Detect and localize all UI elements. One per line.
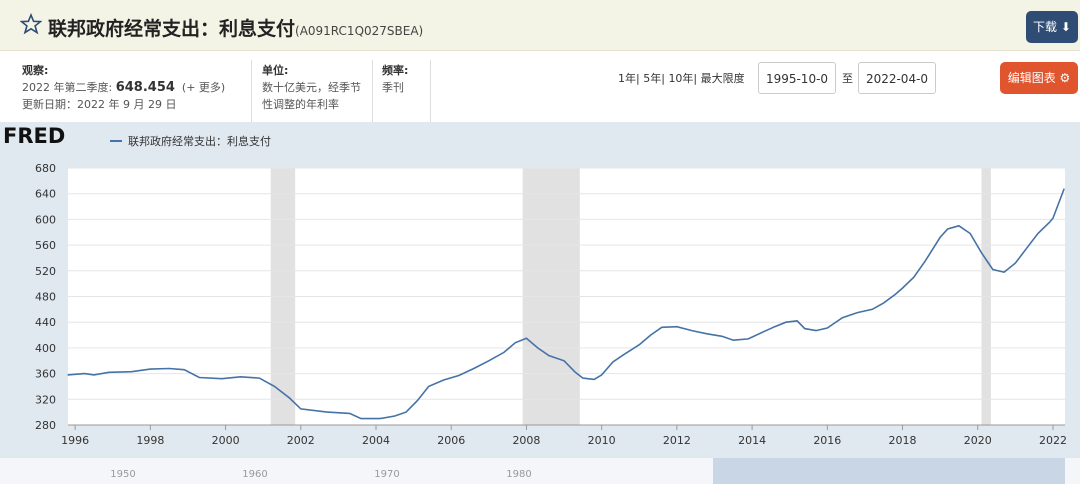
y-tick-label: 360	[35, 368, 56, 381]
y-tick-label: 400	[35, 342, 56, 355]
obs-line: 2022 年第二季度: 648.454 (+ 更多)	[22, 79, 247, 96]
x-tick-label: 2014	[738, 434, 766, 447]
label: 频率:	[382, 64, 409, 77]
series-id: (A091RC1Q027SBEA)	[295, 24, 424, 38]
title-text: 联邦政府经常支出：利息支付	[48, 18, 296, 40]
x-tick-label: 2016	[813, 434, 841, 447]
value: 648.454	[115, 80, 175, 95]
fred-logo: FRED	[3, 124, 65, 148]
download-label: 下载	[1033, 20, 1058, 34]
x-tick-label: 2002	[287, 434, 315, 447]
frequency: 频率: 季刊	[382, 62, 408, 96]
range-button[interactable]: 5年|	[643, 72, 665, 85]
separator	[372, 60, 373, 122]
y-tick-label: 680	[35, 162, 56, 175]
y-tick-label: 640	[35, 188, 56, 201]
observation: 观察: 2022 年第二季度: 648.454 (+ 更多) 更新日期：2022…	[22, 62, 247, 113]
range-button[interactable]: 最大限度	[700, 72, 745, 85]
y-tick-label: 320	[35, 393, 56, 406]
x-tick-label: 1996	[61, 434, 89, 447]
navigator-label: 1970	[374, 469, 399, 480]
range-button[interactable]: 1年|	[618, 72, 640, 85]
navigator-label: 1980	[506, 469, 531, 480]
series-line	[67, 188, 1065, 420]
frequency-text: 季刊	[382, 81, 404, 94]
x-tick-label: 2010	[588, 434, 616, 447]
range-button[interactable]: 10年|	[668, 72, 698, 85]
units: 单位: 数十亿美元，经季节性调整的年利率	[262, 62, 367, 113]
download-button[interactable]: 下载 ⬇	[1026, 11, 1078, 43]
x-tick-label: 2008	[512, 434, 540, 447]
navigator-label: 1960	[242, 469, 267, 480]
y-tick-label: 280	[35, 419, 56, 432]
chart: FRED 280 320 360 400 440 480 520 560 600 640 680 19…	[0, 122, 1080, 484]
separator	[251, 60, 252, 122]
updated: 更新日期：2022 年 9 月 29 日	[22, 98, 177, 111]
label: 观察:	[22, 64, 49, 77]
x-tick-label: 2000	[212, 434, 240, 447]
x-tick-label: 2022	[1039, 434, 1067, 447]
y-tick-label: 600	[35, 213, 56, 226]
star-icon[interactable]	[20, 13, 42, 35]
x-tick-label: 2020	[964, 434, 992, 447]
y-tick-label: 520	[35, 265, 56, 278]
to-label: 至	[842, 72, 853, 85]
y-tick-label: 440	[35, 316, 56, 329]
x-tick-label: 2012	[663, 434, 691, 447]
end-date-input[interactable]: 2022-04-0	[858, 62, 936, 94]
legend-label: 联邦政府经常支出：利息支付	[128, 134, 271, 148]
x-tick-label: 1998	[136, 434, 164, 447]
title: 联邦政府经常支出：利息支付(A091RC1Q027SBEA)	[48, 14, 423, 41]
x-tick-label: 2004	[362, 434, 390, 447]
more-link[interactable]: (+ 更多)	[181, 81, 226, 94]
units-text: 数十亿美元，经季节性调整的年利率	[262, 81, 361, 111]
y-tick-label: 480	[35, 291, 56, 304]
edit-button[interactable]: 编辑图表 ⚙	[1000, 62, 1078, 94]
start-date-input[interactable]: 1995-10-0	[758, 62, 836, 94]
separator	[430, 60, 431, 122]
navigator-label: 1950	[110, 469, 135, 480]
label: 单位:	[262, 64, 289, 77]
period: 2022 年第二季度:	[22, 81, 113, 94]
header: 联邦政府经常支出：利息支付(A091RC1Q027SBEA) 下载 ⬇	[0, 0, 1080, 51]
y-tick-label: 560	[35, 239, 56, 252]
x-tick-label: 2006	[437, 434, 465, 447]
range-buttons: 1年| 5年| 10年| 最大限度	[618, 70, 745, 87]
navigator-selection[interactable]	[713, 458, 1065, 484]
x-tick-label: 2018	[889, 434, 917, 447]
edit-label: 编辑图表	[1007, 71, 1056, 85]
